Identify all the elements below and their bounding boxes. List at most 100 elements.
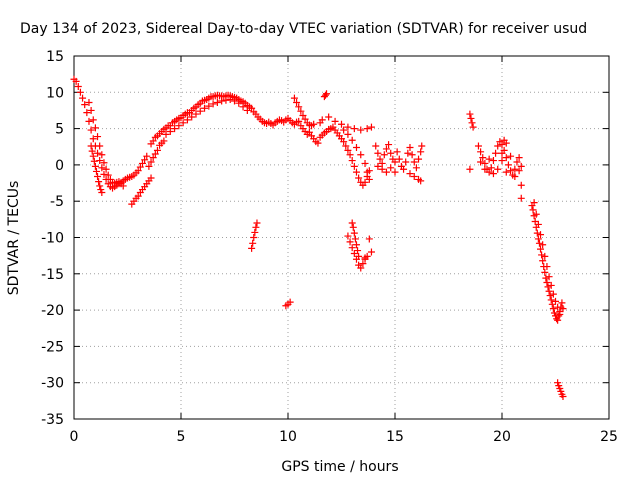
data-point — [100, 170, 108, 178]
data-point — [539, 241, 547, 249]
data-point — [363, 168, 371, 176]
data-point — [393, 148, 401, 156]
data-point — [305, 128, 313, 136]
data-point — [340, 138, 348, 146]
data-point — [342, 142, 350, 150]
data-point — [485, 168, 493, 176]
data-point — [87, 106, 95, 114]
data-point — [96, 157, 104, 165]
data-point — [147, 174, 155, 182]
data-point — [545, 287, 553, 295]
data-point — [477, 148, 485, 156]
data-point — [85, 117, 93, 125]
data-point — [410, 173, 418, 181]
data-point — [286, 298, 294, 306]
data-point — [555, 312, 563, 320]
data-point — [346, 238, 354, 246]
data-point — [348, 219, 356, 227]
grid — [74, 56, 609, 419]
data-point — [248, 104, 256, 112]
data-point — [533, 229, 541, 237]
data-point — [361, 255, 369, 263]
data-point — [91, 162, 99, 170]
data-point — [209, 100, 217, 108]
y-tick-label: 15 — [46, 49, 64, 65]
data-point — [517, 194, 525, 202]
data-point — [143, 152, 151, 160]
data-point — [87, 142, 95, 150]
data-point — [466, 110, 474, 118]
data-point — [149, 154, 157, 162]
data-point — [417, 148, 425, 156]
data-point — [485, 155, 493, 163]
data-point — [359, 260, 367, 268]
data-point — [549, 290, 557, 298]
data-point — [76, 88, 84, 96]
data-point — [556, 310, 564, 318]
data-point — [348, 136, 356, 144]
data-point — [94, 133, 102, 141]
data-point — [205, 102, 213, 110]
data-point — [541, 252, 549, 260]
x-tick-label: 15 — [386, 429, 404, 445]
data-point — [517, 162, 525, 170]
data-point — [98, 151, 106, 159]
data-point — [547, 296, 555, 304]
data-point — [494, 165, 502, 173]
data-point — [537, 231, 545, 239]
data-point — [410, 158, 418, 166]
data-point — [100, 159, 108, 167]
data-point — [201, 104, 209, 112]
data-point — [310, 120, 318, 128]
data-point — [402, 158, 410, 166]
data-point — [357, 126, 365, 134]
data-point — [218, 97, 226, 105]
data-point — [235, 99, 243, 107]
data-point — [321, 91, 329, 99]
data-point — [338, 120, 345, 128]
data-point — [344, 123, 352, 131]
x-axis: 0 5 10 15 20 25 — [70, 56, 618, 445]
data-point — [352, 241, 360, 249]
data-point — [348, 244, 356, 252]
data-point — [95, 178, 103, 186]
data-point — [160, 137, 168, 145]
data-point — [511, 165, 519, 173]
data-point — [474, 142, 482, 150]
data-point — [293, 98, 301, 106]
data-point — [171, 125, 179, 133]
data-point — [552, 297, 559, 305]
x-tick-label: 0 — [70, 429, 79, 445]
data-point — [361, 178, 369, 186]
data-point — [417, 177, 425, 185]
data-point — [350, 229, 358, 237]
y-tick-label: -30 — [41, 376, 64, 392]
data-point — [494, 142, 502, 150]
data-point — [543, 263, 551, 271]
data-point — [378, 165, 386, 173]
data-point — [372, 142, 380, 150]
data-point — [498, 141, 506, 149]
data-point — [415, 155, 423, 163]
data-point — [183, 116, 191, 124]
data-point — [89, 135, 97, 143]
data-point — [98, 188, 106, 196]
data-point — [222, 96, 230, 104]
x-tick-label: 5 — [177, 429, 186, 445]
data-point — [344, 130, 352, 138]
y-tick-label: -15 — [41, 267, 64, 283]
data-point — [367, 123, 375, 131]
data-point — [85, 98, 93, 106]
data-point — [344, 232, 352, 240]
data-point — [226, 96, 234, 104]
data-point — [538, 251, 546, 259]
data-point — [387, 149, 395, 157]
data-point — [348, 157, 356, 165]
data-point — [98, 164, 106, 172]
data-point — [119, 182, 127, 190]
data-point — [81, 101, 89, 109]
data-point — [537, 245, 545, 253]
data-point — [94, 173, 102, 181]
data-point — [541, 268, 549, 276]
data-point — [251, 228, 259, 236]
